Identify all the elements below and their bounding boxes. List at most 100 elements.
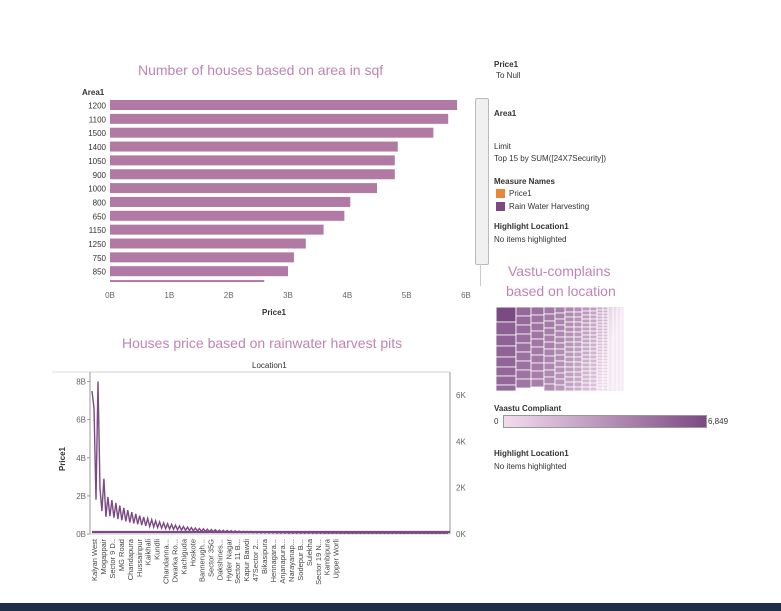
line-y2-tick-label: 0K	[456, 530, 466, 539]
treemap-cell	[596, 324, 604, 329]
treemap-cell	[602, 330, 609, 335]
treemap-cell	[589, 314, 598, 320]
treemap-cell	[589, 362, 598, 368]
bar-category-label: 1250	[88, 240, 106, 249]
treemap-cell	[573, 371, 583, 378]
highlight-value-2[interactable]: No items highlighted	[494, 462, 567, 471]
highlight-value-1[interactable]: No items highlighted	[494, 235, 567, 244]
treemap-cell	[581, 318, 591, 324]
treemap-cell	[530, 306, 545, 316]
treemap-cell	[581, 306, 591, 312]
treemap-cell	[589, 306, 598, 312]
treemap-title-line1: Vastu-complains	[508, 263, 611, 279]
line-x-tick-label: Hennagara...	[269, 539, 278, 582]
treemap-cell	[530, 322, 545, 332]
treemap-cell	[515, 306, 532, 317]
treemap-cell	[596, 375, 604, 380]
bar-chart-title: Number of houses based on area in sqf	[138, 62, 384, 78]
line-x-tick-label: Mogappair	[99, 539, 108, 575]
treemap-cell	[589, 310, 598, 316]
legend-swatch-purple	[496, 202, 505, 211]
treemap-cell	[573, 331, 583, 338]
treemap-cell	[581, 346, 591, 352]
line-chart-title: Houses price based on rainwater harvest …	[122, 335, 403, 351]
filter-area-title[interactable]: Area1	[494, 109, 517, 118]
treemap-cell	[602, 387, 609, 392]
treemap-cell	[515, 351, 532, 362]
treemap-cell	[543, 341, 556, 350]
bar-category-label: 1000	[88, 185, 106, 194]
bar-category-label: 1400	[88, 143, 106, 152]
bar-chart[interactable]: 1200 1100 1500 1400 1050 900 1000 800 650 1150 125…	[70, 96, 480, 321]
treemap-cell	[602, 315, 609, 320]
treemap-cell	[602, 381, 609, 386]
bar	[110, 238, 306, 249]
treemap-cell	[573, 376, 583, 383]
treemap-cell	[602, 309, 609, 314]
treemap-cell	[589, 334, 598, 340]
treemap-cell	[607, 388, 614, 392]
treemap-cell	[596, 369, 604, 374]
treemap-cell	[564, 336, 575, 343]
treemap-cell	[554, 354, 566, 362]
vaastu-legend-title: Vaastu Compliant	[494, 404, 562, 413]
treemap-cell	[589, 318, 598, 324]
line-y-tick-label: 6B	[76, 416, 86, 425]
bar-category-label: 900	[93, 171, 107, 180]
line-chart[interactable]: 8B6B4B2B0B6K4K2K0KPrice1Rain Water Harve…	[52, 370, 472, 602]
line-x-tick-label: Dwarka Ro...	[171, 539, 180, 582]
bar	[110, 155, 395, 166]
treemap-cell	[596, 357, 604, 362]
line-x-tick-label: MG Road	[117, 539, 126, 571]
treemap-cell	[581, 338, 591, 344]
line-x-tick-label: Kachiguda	[180, 538, 189, 574]
treemap-cell	[596, 372, 604, 377]
line-x-tick-label: Bannerugh...	[197, 539, 206, 582]
bar	[110, 196, 351, 207]
treemap-cell	[543, 306, 556, 315]
treemap-cell	[596, 342, 604, 347]
treemap-cell	[581, 370, 591, 376]
treemap-cell	[554, 366, 566, 374]
treemap-cell	[581, 374, 591, 380]
line-x-tick-label: Sulekha	[305, 538, 314, 566]
treemap-cell	[564, 351, 575, 358]
line-x-tick-label: Dakshines...	[215, 539, 224, 580]
legend-item-rain-water[interactable]: Rain Water Harvesting	[496, 200, 589, 213]
treemap-cell	[602, 369, 609, 374]
treemap-cell	[515, 342, 532, 353]
line-x-tick-label: Sector 9 D..	[108, 539, 117, 579]
treemap-cell	[495, 366, 517, 377]
treemap-cell	[564, 341, 575, 348]
line-x-tick-label: Kambipura	[323, 538, 332, 575]
treemap-cell	[596, 360, 604, 365]
line-y-tick-label: 8B	[76, 378, 86, 387]
treemap-cell	[495, 345, 517, 358]
bar	[110, 252, 294, 263]
treemap-cell	[596, 354, 604, 359]
treemap-cell	[573, 326, 583, 333]
bar	[110, 210, 345, 221]
treemap-cell	[602, 339, 609, 344]
treemap-cell	[515, 324, 532, 335]
treemap-cell	[596, 366, 604, 371]
treemap[interactable]	[495, 306, 635, 392]
treemap-cell	[554, 348, 566, 356]
treemap-cell	[612, 388, 618, 392]
treemap-cell	[596, 384, 604, 389]
legend-item-price[interactable]: Price1	[496, 187, 589, 200]
bar-category-label: 1500	[88, 129, 106, 138]
bar-category-label: 1100	[89, 115, 107, 124]
treemap-cell	[589, 378, 598, 384]
treemap-cell	[564, 326, 575, 333]
filter-price-value[interactable]: To Null	[496, 71, 521, 80]
treemap-cell	[581, 366, 591, 372]
highlight-title-1: Highlight Location1	[494, 222, 569, 231]
bar	[110, 183, 377, 194]
limit-value: Top 15 by SUM([24X7Security])	[494, 154, 607, 163]
bar-chart-scrollbar[interactable]	[475, 98, 489, 265]
line-x-tick-label: Kapur Bawdi	[242, 539, 251, 582]
vaastu-legend-max: 6,849	[708, 417, 729, 426]
treemap-cell	[602, 324, 609, 329]
treemap-cell	[589, 354, 598, 360]
